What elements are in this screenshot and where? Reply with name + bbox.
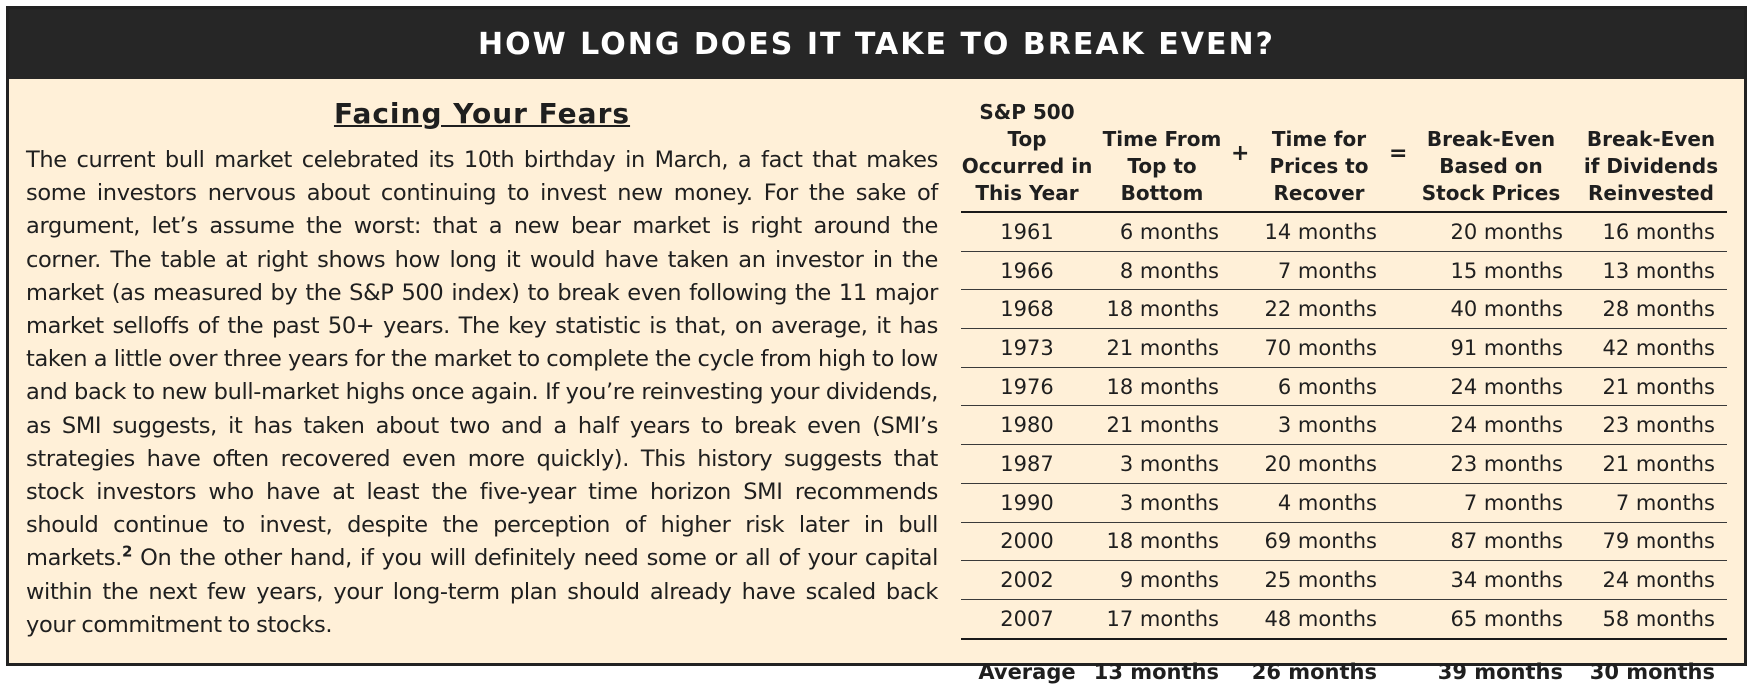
- break-even-table-wrap: S&P 500 Top Occurred in This Year Time F…: [961, 99, 1727, 686]
- break-even-panel: HOW LONG DOES IT TAKE TO BREAK EVEN? Fac…: [6, 6, 1747, 686]
- average-break-even-prices: 39 months: [1407, 637, 1575, 686]
- cell-top-to-bottom: 3 months: [1093, 444, 1231, 484]
- cell-time-to-recover: 69 months: [1249, 522, 1389, 562]
- cell-top-to-bottom: 17 months: [1093, 599, 1231, 640]
- cell-year: 1966: [961, 251, 1093, 291]
- cell-year: 2002: [961, 560, 1093, 600]
- header-top-year: S&P 500 Top Occurred in This Year: [961, 99, 1093, 213]
- table-row: 1987 3 months 20 months 23 months 21 mon…: [961, 444, 1727, 484]
- average-time-to-recover: 26 months: [1249, 637, 1389, 686]
- cell-time-to-recover: 6 months: [1249, 367, 1389, 407]
- cell-time-to-recover: 70 months: [1249, 328, 1389, 368]
- cell-break-even-prices: 87 months: [1407, 522, 1575, 562]
- cell-break-even-prices: 23 months: [1407, 444, 1575, 484]
- table-row: 1973 21 months 70 months 91 months 42 mo…: [961, 328, 1727, 368]
- cell-break-even-prices: 24 months: [1407, 367, 1575, 407]
- table-row: 1980 21 months 3 months 24 months 23 mon…: [961, 405, 1727, 446]
- table-row: 1976 18 months 6 months 24 months 21 mon…: [961, 367, 1727, 407]
- table-row: 1961 6 months 14 months 20 months 16 mon…: [961, 212, 1727, 252]
- cell-break-even-dividends: 42 months: [1575, 328, 1727, 368]
- cell-break-even-dividends: 16 months: [1575, 212, 1727, 252]
- cell-break-even-dividends: 21 months: [1575, 444, 1727, 484]
- cell-year: 1968: [961, 289, 1093, 330]
- article: Facing Your Fears The current bull marke…: [26, 97, 938, 642]
- cell-top-to-bottom: 21 months: [1093, 328, 1231, 368]
- table-row: 1968 18 months 22 months 40 months 28 mo…: [961, 289, 1727, 330]
- table-row: 1990 3 months 4 months 7 months 7 months: [961, 483, 1727, 523]
- table-row: 2007 17 months 48 months 65 months 58 mo…: [961, 599, 1727, 640]
- cell-year: 2000: [961, 522, 1093, 562]
- cell-break-even-dividends: 23 months: [1575, 405, 1727, 446]
- cell-year: 1987: [961, 444, 1093, 484]
- average-break-even-dividends: 30 months: [1575, 637, 1727, 686]
- cell-top-to-bottom: 18 months: [1093, 367, 1231, 407]
- header-break-even-prices: Break-Even Based on Stock Prices: [1407, 99, 1575, 213]
- average-label: Average: [961, 637, 1093, 686]
- cell-time-to-recover: 14 months: [1249, 212, 1389, 252]
- article-paragraph-main: The current bull market celebrated its 1…: [26, 147, 938, 572]
- cell-time-to-recover: 7 months: [1249, 251, 1389, 291]
- table-row: 2002 9 months 25 months 34 months 24 mon…: [961, 560, 1727, 600]
- article-paragraph-end: On the other hand, if you will definitel…: [26, 545, 938, 638]
- cell-break-even-dividends: 21 months: [1575, 367, 1727, 407]
- cell-break-even-dividends: 13 months: [1575, 251, 1727, 291]
- header-time-to-recover: Time for Prices to Recover: [1249, 99, 1389, 213]
- cell-time-to-recover: 22 months: [1249, 289, 1389, 330]
- article-body: The current bull market celebrated its 1…: [26, 144, 938, 642]
- cell-break-even-prices: 15 months: [1407, 251, 1575, 291]
- cell-year: 1990: [961, 483, 1093, 523]
- title-banner: HOW LONG DOES IT TAKE TO BREAK EVEN?: [9, 9, 1744, 79]
- cell-break-even-dividends: 79 months: [1575, 522, 1727, 562]
- cell-time-to-recover: 20 months: [1249, 444, 1389, 484]
- article-title: Facing Your Fears: [333, 97, 631, 130]
- cell-time-to-recover: 25 months: [1249, 560, 1389, 600]
- cell-break-even-prices: 24 months: [1407, 405, 1575, 446]
- average-row: Average 13 months 26 months 39 months 30…: [961, 637, 1727, 686]
- average-top-to-bottom: 13 months: [1093, 637, 1231, 686]
- cell-break-even-dividends: 58 months: [1575, 599, 1727, 640]
- plus-operator: +: [1231, 99, 1249, 213]
- cell-year: 1980: [961, 405, 1093, 446]
- cell-top-to-bottom: 18 months: [1093, 289, 1231, 330]
- cell-year: 1973: [961, 328, 1093, 368]
- cell-top-to-bottom: 8 months: [1093, 251, 1231, 291]
- cell-break-even-prices: 20 months: [1407, 212, 1575, 252]
- cell-top-to-bottom: 21 months: [1093, 405, 1231, 446]
- break-even-table: S&P 500 Top Occurred in This Year Time F…: [961, 99, 1727, 686]
- cell-time-to-recover: 3 months: [1249, 405, 1389, 446]
- header-break-even-dividends: Break-Even if Dividends Reinvested: [1575, 99, 1727, 213]
- panel-title: HOW LONG DOES IT TAKE TO BREAK EVEN?: [478, 26, 1275, 62]
- cell-year: 2007: [961, 599, 1093, 640]
- cell-break-even-prices: 40 months: [1407, 289, 1575, 330]
- footnote-marker: 2: [121, 542, 133, 561]
- cell-top-to-bottom: 9 months: [1093, 560, 1231, 600]
- table-row: 1966 8 months 7 months 15 months 13 mont…: [961, 251, 1727, 291]
- equals-operator: =: [1389, 99, 1407, 213]
- cell-break-even-prices: 7 months: [1407, 483, 1575, 523]
- cell-break-even-prices: 91 months: [1407, 328, 1575, 368]
- cell-break-even-prices: 34 months: [1407, 560, 1575, 600]
- cell-time-to-recover: 48 months: [1249, 599, 1389, 640]
- cell-year: 1961: [961, 212, 1093, 252]
- cell-break-even-dividends: 28 months: [1575, 289, 1727, 330]
- cell-break-even-prices: 65 months: [1407, 599, 1575, 640]
- table-row: 2000 18 months 69 months 87 months 79 mo…: [961, 522, 1727, 562]
- cell-break-even-dividends: 7 months: [1575, 483, 1727, 523]
- header-top-to-bottom: Time From Top to Bottom: [1093, 99, 1231, 213]
- cell-year: 1976: [961, 367, 1093, 407]
- cell-break-even-dividends: 24 months: [1575, 560, 1727, 600]
- cell-top-to-bottom: 18 months: [1093, 522, 1231, 562]
- cell-time-to-recover: 4 months: [1249, 483, 1389, 523]
- table-header-row: S&P 500 Top Occurred in This Year Time F…: [961, 99, 1727, 213]
- cell-top-to-bottom: 6 months: [1093, 212, 1231, 252]
- cell-top-to-bottom: 3 months: [1093, 483, 1231, 523]
